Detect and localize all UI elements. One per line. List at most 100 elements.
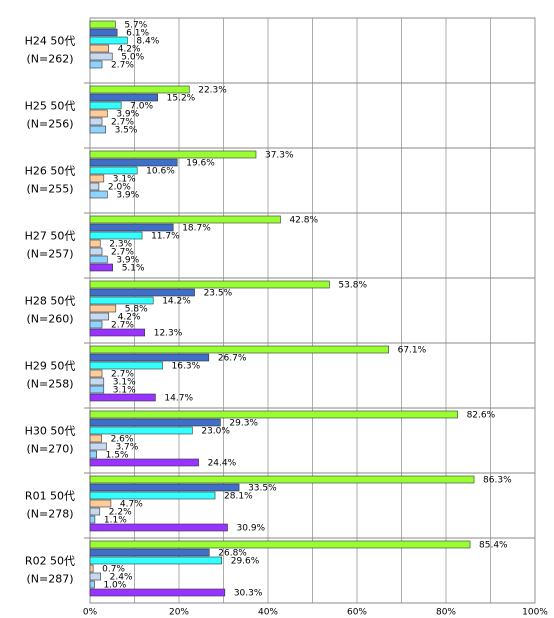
- bar: [89, 223, 174, 232]
- bar: [89, 215, 281, 224]
- category-label: H25 50代: [25, 100, 76, 113]
- value-label: 2.7%: [111, 61, 134, 71]
- bar: [89, 28, 118, 37]
- value-label: 23.5%: [204, 289, 233, 299]
- value-label: 2.4%: [110, 573, 133, 583]
- value-label: 4.2%: [118, 45, 141, 55]
- value-label: 86.3%: [483, 476, 512, 486]
- value-label: 85.4%: [479, 541, 508, 551]
- bar: [89, 158, 178, 167]
- bar: [89, 369, 103, 378]
- value-label: 5.1%: [122, 264, 145, 274]
- value-label: 2.7%: [111, 321, 134, 331]
- value-label: 5.8%: [125, 305, 148, 315]
- bar: [89, 150, 257, 159]
- value-label: 29.6%: [231, 557, 260, 567]
- bar: [89, 361, 163, 370]
- value-label: 33.5%: [248, 484, 277, 494]
- category-n-label: (N=287): [26, 573, 73, 586]
- bar: [89, 190, 108, 199]
- bar: [89, 572, 101, 581]
- value-label: 2.0%: [108, 183, 131, 193]
- value-label: 8.4%: [136, 37, 159, 47]
- value-label: 3.1%: [113, 175, 136, 185]
- bar: [89, 475, 475, 484]
- value-label: 23.0%: [201, 427, 230, 437]
- value-label: 5.0%: [121, 53, 144, 63]
- value-label: 2.7%: [111, 370, 134, 380]
- bar: [89, 304, 117, 313]
- category-label: H29 50代: [25, 360, 76, 373]
- bar: [89, 20, 116, 29]
- value-label: 3.5%: [115, 126, 138, 136]
- value-label: 6.1%: [126, 29, 149, 39]
- bar: [89, 288, 195, 297]
- value-label: 3.9%: [116, 110, 139, 120]
- value-label: 3.9%: [116, 191, 139, 201]
- value-label: 3.9%: [116, 256, 139, 266]
- bar: [89, 263, 113, 272]
- value-label: 24.4%: [208, 459, 237, 469]
- value-label: 53.8%: [338, 281, 367, 291]
- bar: [89, 125, 106, 134]
- value-label: 1.5%: [106, 451, 129, 461]
- bar: [89, 548, 210, 557]
- bar: [89, 280, 330, 289]
- bar: [89, 320, 103, 329]
- value-label: 29.3%: [229, 419, 258, 429]
- bar: [89, 385, 105, 394]
- category-n-label: (N=262): [26, 53, 73, 66]
- category-n-label: (N=260): [26, 313, 73, 326]
- bar: [89, 353, 210, 362]
- bar: [89, 491, 216, 500]
- value-label: 2.2%: [109, 508, 132, 518]
- category-label: H24 50代: [25, 35, 76, 48]
- value-label: 1.1%: [104, 516, 127, 526]
- bar: [89, 580, 95, 589]
- category-label: H27 50代: [25, 230, 76, 243]
- value-label: 22.3%: [198, 86, 227, 96]
- bar: [89, 418, 221, 427]
- value-label: 10.6%: [146, 167, 175, 177]
- bar: [89, 52, 113, 61]
- x-tick-label: 100%: [522, 608, 548, 618]
- value-label: 14.2%: [162, 297, 191, 307]
- bar: [89, 93, 158, 102]
- category-n-label: (N=258): [26, 378, 73, 391]
- value-label: 0.7%: [102, 565, 125, 575]
- value-label: 42.8%: [289, 216, 318, 226]
- category-n-label: (N=257): [26, 248, 73, 261]
- bar: [89, 540, 471, 549]
- bar: [89, 345, 389, 354]
- bar: [89, 556, 223, 565]
- bar: [89, 410, 458, 419]
- category-label: R01 50代: [25, 490, 75, 503]
- value-label: 12.3%: [154, 329, 183, 339]
- bar: [89, 515, 96, 524]
- x-tick-label: 0%: [83, 608, 98, 618]
- bar: [89, 182, 100, 191]
- bar: [89, 312, 109, 321]
- x-tick-label: 80%: [436, 608, 456, 618]
- bar: [89, 231, 143, 240]
- bar: [89, 442, 107, 451]
- bar: [89, 255, 108, 264]
- value-label: 28.1%: [224, 492, 253, 502]
- bar: [89, 523, 228, 532]
- category-n-label: (N=256): [26, 118, 73, 131]
- value-label: 18.7%: [182, 224, 211, 234]
- category-n-label: (N=255): [26, 183, 73, 196]
- bar: [89, 247, 103, 256]
- bar: [89, 101, 122, 110]
- bar: [89, 166, 138, 175]
- value-label: 30.9%: [237, 524, 266, 534]
- category-label: R02 50代: [25, 555, 75, 568]
- bar: [89, 499, 112, 508]
- value-label: 4.2%: [118, 313, 141, 323]
- x-tick-label: 60%: [347, 608, 367, 618]
- bar: [89, 377, 105, 386]
- x-tick-label: 40%: [258, 608, 278, 618]
- value-label: 2.7%: [111, 248, 134, 258]
- value-label: 2.6%: [111, 435, 134, 445]
